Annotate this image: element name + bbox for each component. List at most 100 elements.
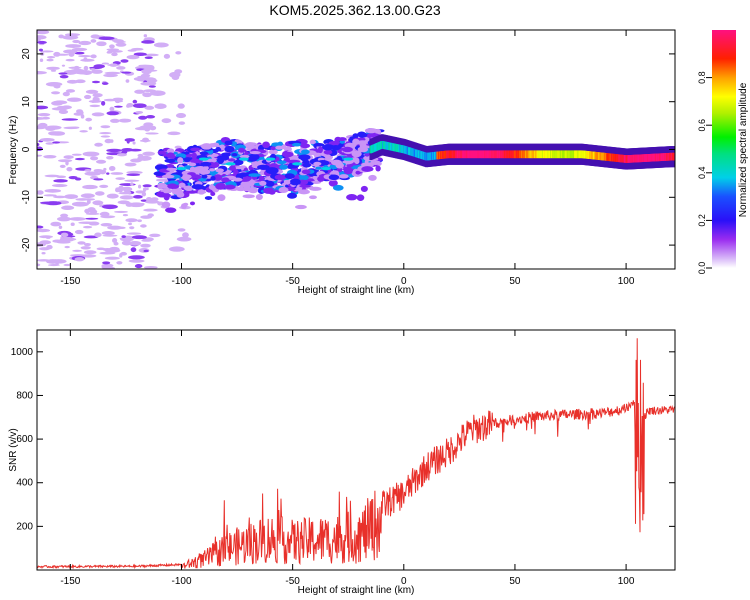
spectrogram-blob (82, 225, 93, 229)
spectrogram-blob (117, 200, 130, 205)
spectrogram-blob (142, 151, 155, 156)
spectrogram-cell (200, 161, 212, 167)
spectrogram-blob (38, 122, 48, 128)
spectrogram-blob (37, 105, 49, 110)
spectrogram-blob (129, 148, 142, 152)
spectrogram-cell (265, 167, 279, 175)
spectrogram-peak (265, 157, 276, 161)
spectrogram-cell (323, 149, 333, 155)
spectrogram-cell (201, 174, 208, 179)
spectrogram-blob (44, 201, 62, 206)
spectrogram-cell (184, 185, 194, 192)
spectrogram-blob (138, 115, 148, 120)
spectrogram-blob (62, 35, 79, 40)
spectrogram-blob (111, 52, 118, 57)
spectrogram-blob (90, 156, 99, 161)
spectrogram-blob (45, 142, 54, 145)
spectrogram-blob (112, 97, 124, 101)
spectrogram-blob (118, 226, 126, 230)
spectrogram-blob (64, 194, 79, 199)
spectrogram-blob (66, 97, 82, 102)
y-tick-label: -10 (21, 190, 32, 205)
spectrogram-blob (80, 114, 85, 119)
spectrogram-blob (126, 104, 131, 108)
spectrogram-cell (278, 186, 289, 194)
spectrogram-cell (367, 134, 373, 138)
spectrogram-blob (101, 82, 109, 85)
spectrogram-cell (200, 143, 213, 150)
spectrogram-blob (118, 185, 124, 188)
spectrogram-blob (126, 54, 140, 60)
spectrogram-blob (168, 246, 185, 252)
spectrogram-blob (80, 246, 91, 250)
spectrogram-cell (276, 160, 287, 165)
spectrogram-blob (69, 68, 86, 74)
spectrogram-blob (41, 252, 46, 255)
spectrogram-blob (37, 71, 47, 75)
spectrogram-blob (74, 79, 86, 84)
spectrogram-blob (149, 233, 161, 238)
spectrogram-blob (148, 85, 156, 88)
spectrogram-blob (41, 116, 51, 120)
spectrogram-cell (240, 180, 253, 188)
spectrogram-blob (119, 195, 134, 200)
spectrogram-cell (165, 207, 177, 213)
spectrogram-blob (46, 58, 54, 62)
spectrogram-blob (145, 132, 159, 135)
spectrogram-cell (189, 201, 196, 206)
y-tick-label: 20 (21, 48, 32, 60)
spectrogram-blob (104, 248, 121, 253)
spectrogram-cell (275, 145, 283, 150)
spectrogram-blob (123, 190, 132, 194)
spectrogram-cell (217, 158, 225, 164)
spectrogram-cell (309, 139, 316, 145)
spectrogram-blob (52, 239, 63, 243)
spectrogram-blob (125, 79, 130, 83)
chart-title: KOM5.2025.362.13.00.G23 (269, 2, 441, 18)
spectrogram-cell (183, 202, 189, 207)
spectrogram-blob (141, 68, 152, 75)
spectrogram-blob (99, 132, 112, 135)
spectrogram-cell (265, 180, 275, 187)
spectrogram-cell (357, 140, 369, 145)
spectrogram-blob (44, 156, 56, 159)
spectrogram-cell (274, 174, 287, 181)
spectrogram-blob (175, 51, 182, 55)
spectrogram-blob (96, 41, 107, 47)
spectrogram-cell (282, 151, 294, 158)
spectrogram-cell (188, 162, 197, 167)
spectrogram-cell (351, 150, 362, 158)
x-tick-label: 50 (509, 576, 521, 587)
y-tick-label: 1000 (11, 347, 34, 358)
spectrogram-blob (61, 237, 77, 241)
spectrogram-blob (132, 141, 136, 145)
colorbar-tick-label: 0.0 (697, 262, 707, 275)
spectrogram-blob (68, 66, 82, 69)
spectrogram-cell (191, 184, 205, 190)
spectrogram-blob (129, 240, 142, 246)
spectrogram-blob (122, 186, 133, 192)
spectrogram-blob (37, 142, 40, 147)
spectrogram-cell (249, 150, 261, 155)
spectrogram-blob (109, 106, 115, 112)
spectrogram-blob (100, 222, 113, 227)
spectrogram-blob (141, 239, 152, 242)
spectrogram-blob (153, 42, 169, 48)
spectrogram-blob (128, 202, 144, 208)
spectrogram-blob (145, 77, 151, 82)
spectrogram-blob (65, 44, 82, 48)
spectrogram-blob (145, 115, 156, 119)
spectrogram-blob (143, 249, 149, 253)
spectrogram-blob (54, 53, 69, 56)
x-tick-label: 50 (509, 276, 521, 287)
spectrogram-cell (352, 138, 360, 145)
spectrogram-cell (300, 149, 310, 155)
spectrogram-blob (58, 72, 68, 75)
spectrogram-blob (71, 47, 88, 52)
spectrogram-blob (122, 213, 129, 217)
spectrogram-blob (120, 59, 129, 63)
spectrogram-blob (85, 117, 93, 122)
spectrogram-cell (161, 201, 171, 208)
spectrogram-peak (176, 167, 187, 171)
